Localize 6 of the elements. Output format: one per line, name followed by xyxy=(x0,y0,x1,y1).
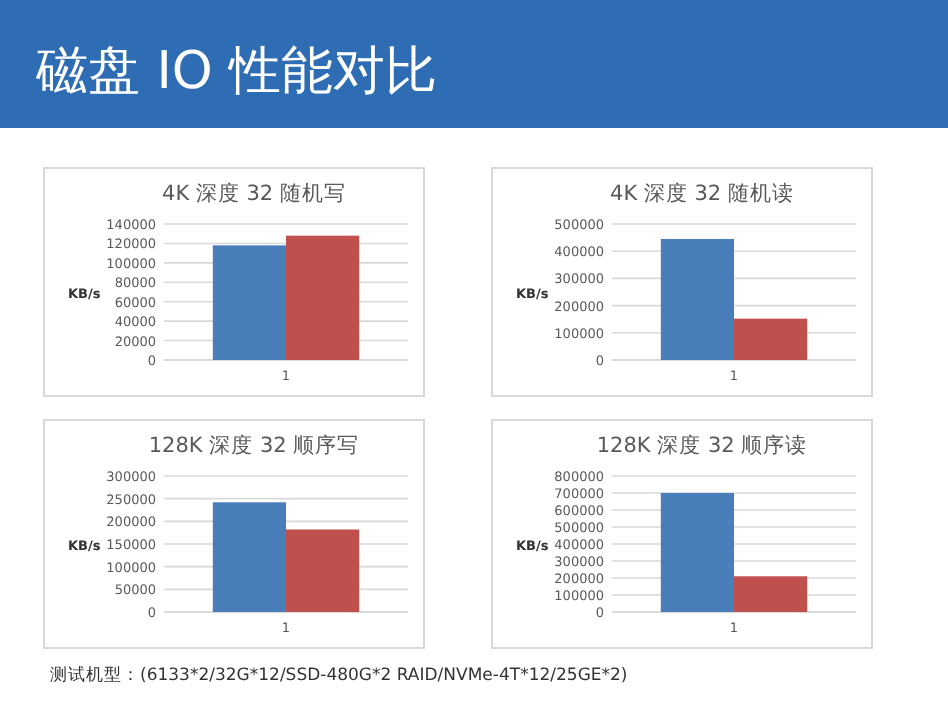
text: 测试机型：(6133*2/32G*12/SSD-480G*2 RAID/NVMe-4T*12/25GE*2) xyxy=(50,664,628,686)
text: 磁盘 IO 性能对比 xyxy=(34,42,438,102)
chart-title: 128K 深度 32 顺序写 xyxy=(148,432,360,458)
chart-title: 4K 深度 32 随机写 xyxy=(162,180,346,206)
chart-title: 4K 深度 32 随机读 xyxy=(610,180,794,206)
chart-title: 128K 深度 32 顺序读 xyxy=(596,432,808,458)
